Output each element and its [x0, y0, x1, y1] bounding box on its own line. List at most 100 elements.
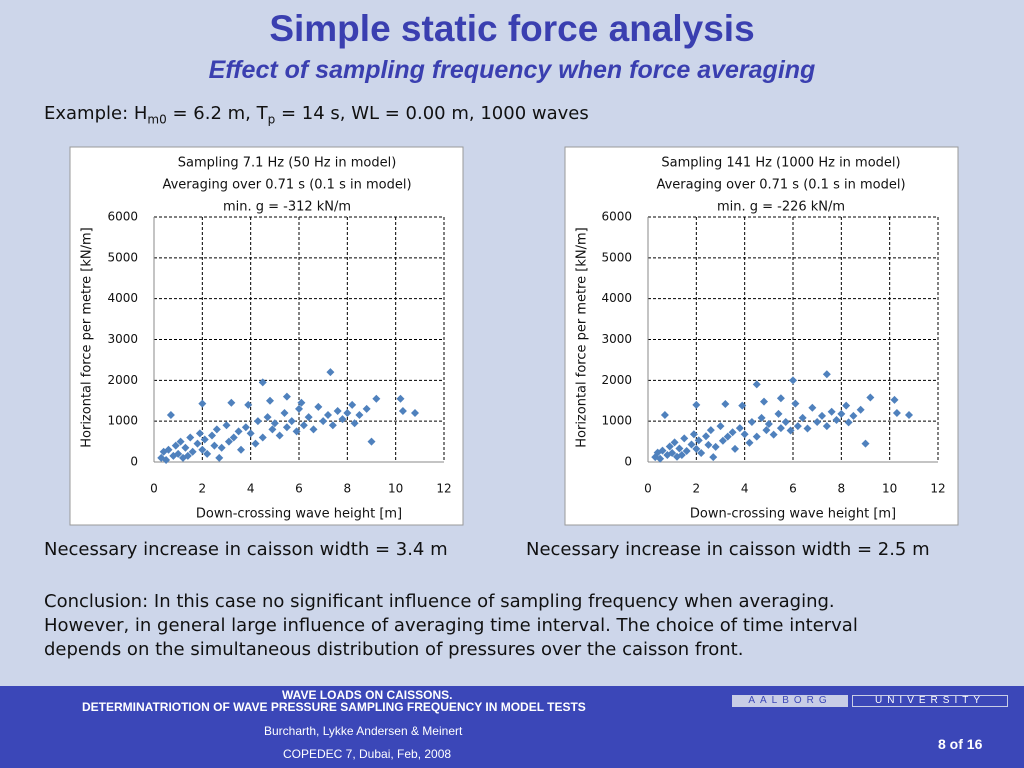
data-point [326, 368, 335, 377]
chart-title: Sampling 7.1 Hz (50 Hz in model) [178, 156, 397, 171]
data-point [905, 411, 913, 420]
data-point [227, 398, 236, 407]
data-point [309, 425, 318, 434]
x-tick-label: 2 [693, 482, 701, 496]
data-point [745, 438, 754, 447]
data-point [675, 444, 684, 453]
data-point [704, 440, 713, 449]
data-point [411, 409, 419, 417]
data-point [822, 370, 831, 379]
data-point [181, 443, 190, 452]
data-point [813, 417, 822, 426]
slide-subtitle: Effect of sampling frequency when force … [208, 56, 816, 84]
charts: Sampling 7.1 Hz (50 Hz in model) Averagin… [69, 146, 959, 526]
data-point [866, 393, 875, 402]
data-point [798, 413, 807, 422]
data-point [244, 400, 253, 409]
data-point [762, 426, 771, 435]
data-point [355, 411, 364, 420]
data-point [738, 401, 747, 410]
data-point [299, 421, 308, 430]
y-axis-label: Horizontal force per metre [kN/m] [80, 227, 95, 448]
data-point [280, 409, 289, 417]
data-point [338, 415, 347, 424]
chart: Sampling 141 Hz (1000 Hz in model) Averag… [564, 146, 959, 526]
data-point [692, 400, 701, 409]
logo-right: UNIVERSITY [852, 695, 1008, 707]
y-tick-label: 2000 [107, 373, 138, 387]
data-point [241, 423, 250, 432]
data-point [198, 445, 207, 454]
data-point [210, 441, 219, 450]
text: Example: H [44, 103, 148, 124]
data-point [827, 407, 836, 416]
data-point [166, 411, 175, 420]
text-line: Conclusion: In this case no significant … [44, 591, 835, 612]
data-point [295, 404, 303, 413]
x-tick-label: 12 [930, 482, 945, 496]
data-point [266, 396, 274, 405]
data-point [200, 435, 209, 444]
data-point [702, 432, 710, 441]
data-point [362, 404, 371, 413]
data-point [786, 426, 795, 435]
x-tick-label: 12 [436, 482, 451, 496]
data-point [188, 447, 197, 456]
data-point [716, 422, 725, 431]
x-tick-label: 10 [388, 482, 403, 496]
data-point [350, 419, 359, 428]
x-tick-label: 4 [247, 482, 255, 496]
data-point [237, 445, 245, 454]
example-line: Example: Hm0 = 6.2 m, Tp = 14 s, WL = 0.… [44, 103, 589, 127]
data-point [215, 453, 224, 462]
data-point [709, 453, 718, 462]
data-point [668, 449, 677, 458]
data-point [217, 443, 226, 452]
data-point [677, 451, 686, 460]
data-point [186, 433, 195, 442]
y-tick-label: 3000 [107, 332, 138, 346]
data-point [728, 428, 737, 437]
data-point [297, 398, 306, 407]
data-point [251, 439, 260, 448]
x-tick-label: 8 [838, 482, 846, 496]
data-point [324, 411, 332, 420]
data-point [689, 430, 698, 439]
x-tick-label: 8 [344, 482, 352, 496]
chart-title: min. g = -226 kN/m [717, 200, 845, 215]
data-point [195, 429, 204, 438]
data-point [735, 424, 744, 433]
data-point [174, 449, 183, 458]
data-point [757, 413, 766, 422]
data-point [740, 430, 749, 439]
data-point [328, 421, 337, 430]
data-point [203, 449, 212, 458]
data-point [697, 449, 706, 458]
data-point [731, 444, 739, 453]
data-point [234, 427, 243, 436]
x-axis-label: Down-crossing wave height [m] [690, 507, 896, 522]
x-tick-label: 0 [150, 482, 158, 496]
y-tick-label: 6000 [107, 210, 138, 224]
data-point [682, 446, 691, 455]
data-point [258, 378, 267, 387]
y-tick-label: 5000 [601, 250, 632, 264]
data-point [246, 429, 255, 438]
footer-event: COPEDEC 7, Dubai, Feb, 2008 [283, 747, 452, 761]
y-tick-label: 4000 [107, 291, 138, 305]
y-tick-label: 1000 [107, 414, 138, 428]
data-point [212, 425, 221, 434]
text: = 6.2 m, T [166, 103, 268, 124]
data-point [718, 436, 727, 445]
x-tick-label: 2 [199, 482, 207, 496]
data-point [694, 436, 703, 445]
data-point [764, 420, 773, 429]
data-point [229, 433, 238, 442]
data-point [844, 418, 853, 427]
data-point [721, 400, 730, 409]
x-tick-label: 10 [882, 482, 897, 496]
slide-title: Simple static force analysis [269, 8, 755, 49]
chart-title: Averaging over 0.71 s (0.1 s in model) [162, 178, 411, 193]
data-point [208, 431, 216, 440]
